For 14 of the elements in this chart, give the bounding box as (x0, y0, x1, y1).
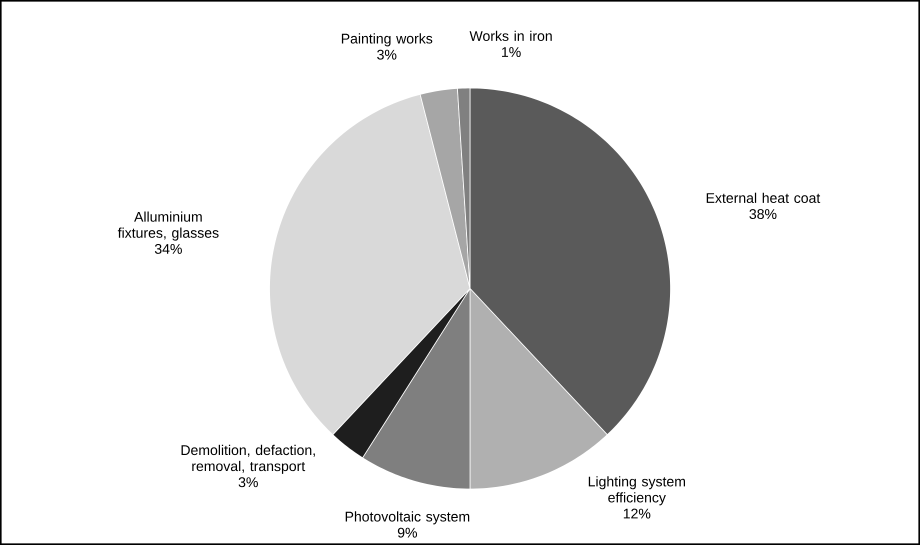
slice-label: External heat coat (706, 192, 820, 203)
data-label: 1% (502, 47, 521, 57)
data-label: 34% (154, 244, 182, 254)
slice-label: Alluminium fixtures, glasses (118, 212, 219, 241)
slice-label: Painting works (342, 33, 432, 46)
slice-label: Demolition, defaction, removal, transport (182, 444, 315, 474)
data-label: 3% (238, 477, 258, 488)
data-label: 3% (377, 50, 396, 60)
data-label: 12% (624, 508, 650, 519)
data-label: 38% (749, 209, 776, 220)
slice-label: Lighting system efficiency (588, 476, 685, 506)
slice-label: Photovoltaic system (346, 511, 470, 524)
data-label: 9% (398, 528, 418, 538)
slice-label: Works in iron (470, 30, 552, 41)
